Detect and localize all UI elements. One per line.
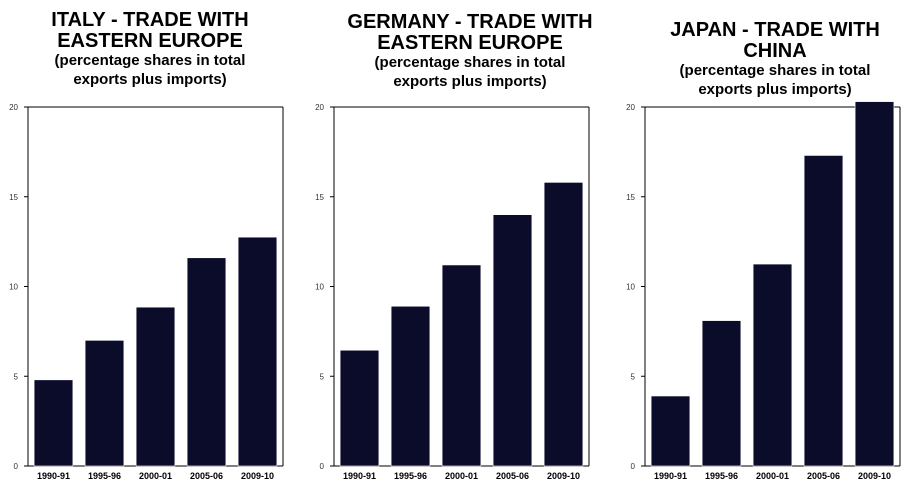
panel-2-bar-2005-06 <box>493 215 532 466</box>
panel-3-bar-1990-91 <box>651 396 690 466</box>
panel-3-x-tick-label: 2009-10 <box>858 471 891 481</box>
panel-1-x-tick-label: 2005-06 <box>190 471 223 481</box>
panel-1-y-tick-label: 20 <box>9 103 18 112</box>
panel-2-bar-2000-01 <box>442 265 481 466</box>
panel-3-bar-2005-06 <box>804 155 843 466</box>
panel-2-x-tick-label: 2005-06 <box>496 471 529 481</box>
panel-1-y-tick-label: 5 <box>14 372 19 381</box>
panel-3-bar-2009-10 <box>855 102 894 466</box>
panel-3-y-tick-label: 10 <box>626 283 635 292</box>
panel-2-y-tick-label: 20 <box>315 103 324 112</box>
panel-3-y-tick-label: 20 <box>626 103 635 112</box>
panel-3-x-tick-label: 1995-96 <box>705 471 738 481</box>
panel-2-y-tick-label: 0 <box>320 462 325 471</box>
panel-1-x-tick-label: 1995-96 <box>88 471 121 481</box>
panel-3-bar-2000-01 <box>753 264 792 466</box>
panel-1-x-tick-label: 1990-91 <box>37 471 70 481</box>
panel-3-x-tick-label: 1990-91 <box>654 471 687 481</box>
panel-2-bar-1990-91 <box>340 350 379 466</box>
panel-1-bar-1990-91 <box>34 380 73 466</box>
panel-2-x-tick-label: 2000-01 <box>445 471 478 481</box>
panel-3-y-tick-label: 0 <box>631 462 636 471</box>
panel-1-x-tick-label: 2009-10 <box>241 471 274 481</box>
panel-1-x-tick-label: 2000-01 <box>139 471 172 481</box>
panel-2-bar-2009-10 <box>544 182 583 466</box>
panel-1-y-tick-label: 15 <box>9 193 18 202</box>
panel-1-bar-2000-01 <box>136 307 175 466</box>
panel-2-x-tick-label: 1990-91 <box>343 471 376 481</box>
panel-2-y-tick-label: 5 <box>320 372 325 381</box>
panel-2-bar-1995-96 <box>391 306 430 466</box>
panel-3-x-tick-label: 2005-06 <box>807 471 840 481</box>
panel-2-y-tick-label: 10 <box>315 283 324 292</box>
panel-3-x-tick-label: 2000-01 <box>756 471 789 481</box>
panel-2-x-tick-label: 1995-96 <box>394 471 427 481</box>
panel-2-x-tick-label: 2009-10 <box>547 471 580 481</box>
panel-1-bar-1995-96 <box>85 340 124 466</box>
panel-3-y-tick-label: 15 <box>626 193 635 202</box>
panel-1-bar-2005-06 <box>187 258 226 466</box>
panel-1-y-tick-label: 0 <box>14 462 19 471</box>
panel-3-y-tick-label: 5 <box>631 372 636 381</box>
panel-3-bar-1995-96 <box>702 321 741 466</box>
panel-1-bar-2009-10 <box>238 237 277 466</box>
panel-2-y-tick-label: 15 <box>315 193 324 202</box>
panel-1-y-tick-label: 10 <box>9 283 18 292</box>
